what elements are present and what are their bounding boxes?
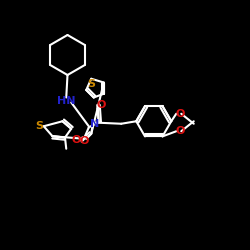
Text: O: O — [96, 100, 106, 110]
Text: O: O — [175, 109, 185, 119]
Text: O: O — [175, 126, 185, 136]
Text: HN: HN — [57, 96, 76, 106]
Text: S: S — [35, 121, 43, 131]
Text: N: N — [90, 119, 100, 129]
Text: O: O — [72, 135, 81, 145]
Text: S: S — [87, 79, 95, 89]
Text: O: O — [79, 136, 88, 146]
